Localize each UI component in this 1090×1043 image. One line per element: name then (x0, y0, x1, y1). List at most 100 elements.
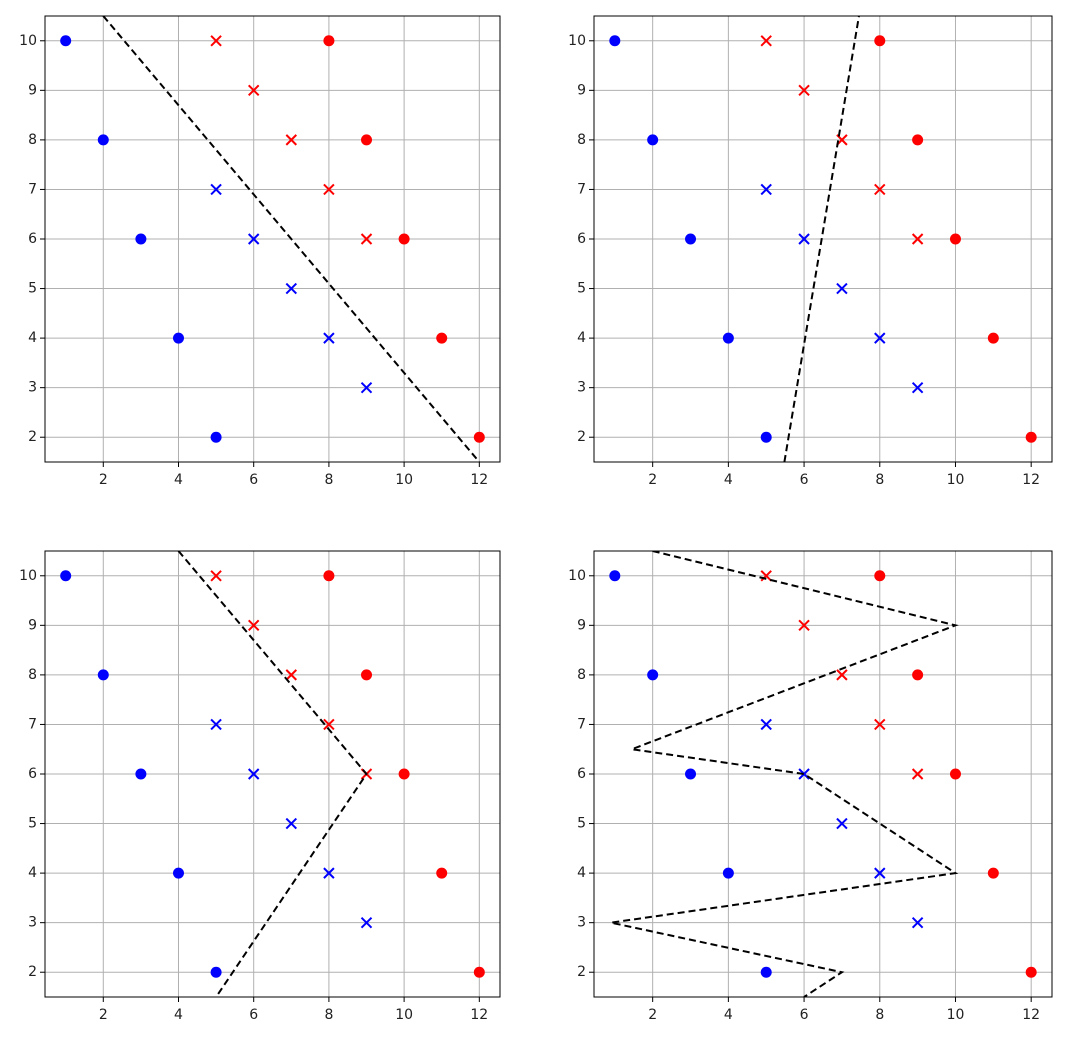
point (210, 718, 222, 731)
point (760, 966, 772, 978)
subplot: 2 4 6 8 10 12 2 3 4 5 6 7 8 9 10 (568, 15, 1053, 488)
x-tick-label: 10 (395, 472, 413, 488)
x-tick-label: 8 (875, 1007, 884, 1023)
point (912, 669, 924, 681)
x-tick-label: 8 (875, 472, 884, 488)
point (760, 718, 772, 731)
x-tick-label: 6 (249, 1007, 258, 1023)
point (360, 233, 373, 245)
y-tick-label: 3 (28, 380, 37, 396)
point (760, 570, 772, 582)
y-tick-label: 9 (28, 617, 37, 633)
point (135, 233, 147, 245)
y-tick-label: 7 (577, 181, 586, 197)
point (685, 233, 697, 245)
point (172, 867, 184, 879)
y-tick-label: 3 (577, 380, 586, 396)
point (609, 570, 621, 582)
x-tick-label: 8 (324, 472, 333, 488)
point (911, 768, 924, 780)
x-tick-label: 6 (249, 472, 258, 488)
point (361, 134, 373, 146)
y-tick-label: 10 (19, 568, 37, 584)
point (247, 619, 260, 632)
y-tick-label: 2 (577, 429, 586, 445)
x-tick-label: 4 (174, 472, 183, 488)
y-tick-label: 3 (28, 915, 37, 931)
point (247, 233, 260, 245)
y-tick-label: 2 (28, 429, 37, 445)
point (360, 381, 373, 394)
boundary-line (102, 16, 481, 462)
point (1025, 431, 1037, 443)
x-tick-label: 12 (470, 472, 488, 488)
x-tick-label: 2 (99, 1007, 108, 1023)
point (323, 35, 335, 47)
point (473, 431, 485, 443)
x-tick-label: 12 (470, 1007, 488, 1023)
point (798, 233, 810, 245)
point (647, 134, 659, 146)
y-tick-label: 4 (28, 865, 37, 881)
y-tick-label: 8 (28, 132, 37, 148)
point (360, 916, 373, 929)
x-tick-label: 8 (324, 1007, 333, 1023)
boundary-line (177, 551, 368, 997)
point (210, 183, 222, 196)
point (987, 867, 999, 879)
point (949, 233, 961, 245)
point (836, 282, 848, 295)
x-tick-label: 6 (800, 1007, 809, 1023)
point (722, 332, 734, 344)
y-tick-label: 3 (577, 915, 586, 931)
axes-frame (44, 550, 501, 998)
point (473, 966, 485, 978)
x-tick-label: 4 (174, 1007, 183, 1023)
point (760, 431, 772, 443)
point (323, 718, 335, 731)
point (172, 332, 184, 344)
axes-frame (593, 15, 1053, 463)
x-tick-label: 4 (724, 1007, 733, 1023)
y-tick-label: 4 (577, 865, 586, 881)
point (398, 768, 410, 780)
y-tick-label: 8 (28, 667, 37, 683)
point (210, 35, 222, 47)
x-tick-label: 12 (1022, 472, 1040, 488)
point (285, 282, 298, 295)
point (874, 867, 886, 879)
point (247, 768, 260, 780)
y-tick-label: 9 (28, 82, 37, 98)
y-tick-label: 6 (577, 231, 586, 247)
point (798, 619, 810, 632)
point (323, 183, 335, 196)
point (685, 768, 697, 780)
point (97, 134, 109, 146)
axes-frame (44, 15, 501, 463)
point (285, 817, 298, 830)
x-tick-label: 6 (800, 472, 809, 488)
y-tick-label: 10 (568, 33, 586, 49)
boundary-line (610, 551, 959, 997)
axes-frame (593, 550, 1053, 998)
x-tick-label: 10 (947, 472, 965, 488)
point (911, 233, 924, 245)
point (760, 35, 772, 47)
y-tick-label: 4 (28, 330, 37, 346)
point (874, 183, 886, 196)
x-tick-label: 4 (724, 472, 733, 488)
y-tick-label: 9 (577, 82, 586, 98)
y-tick-label: 6 (28, 231, 37, 247)
x-tick-label: 2 (648, 472, 657, 488)
point (874, 570, 886, 582)
subplot: 2 4 6 8 10 12 2 3 4 5 6 7 8 9 10 (19, 15, 501, 488)
point (135, 768, 147, 780)
y-tick-label: 2 (577, 964, 586, 980)
point (836, 817, 848, 830)
y-tick-label: 6 (28, 766, 37, 782)
point (210, 966, 222, 978)
y-tick-label: 7 (28, 716, 37, 732)
point (798, 84, 810, 97)
point (874, 35, 886, 47)
point (722, 867, 734, 879)
